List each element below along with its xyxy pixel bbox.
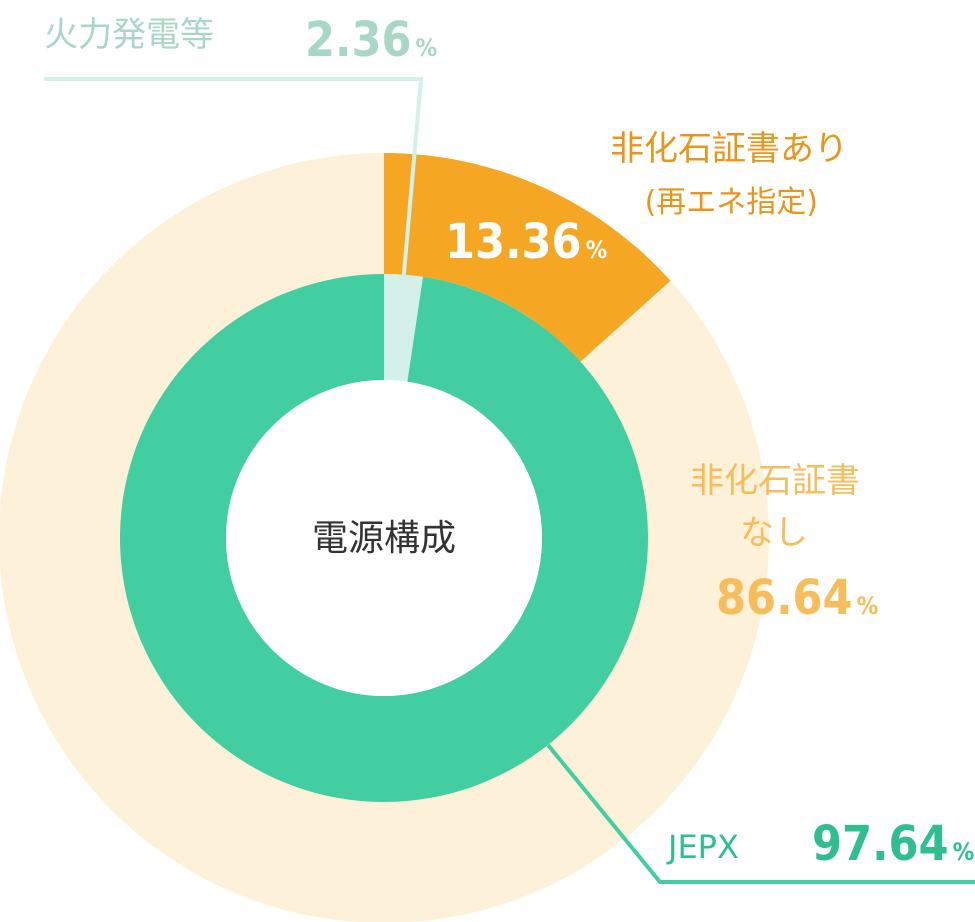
cert-no-value-unit: %	[857, 592, 879, 620]
jepx-value-number: 97.64	[812, 816, 949, 872]
cert-no-label: 非化石証書	[690, 461, 860, 501]
jepx-value: 97.64%	[812, 816, 974, 872]
cert-yes-sublabel: (再エネ指定)	[645, 185, 818, 220]
jepx-value-unit: %	[953, 838, 975, 866]
center-label: 電源構成	[312, 518, 456, 559]
outer-ring	[0, 153, 769, 922]
cert-no-sublabel: なし	[740, 513, 808, 553]
thermal-label: 火力発電等	[44, 15, 214, 55]
cert-yes-value: 13.36%	[445, 214, 607, 270]
donut-hole	[226, 380, 542, 696]
inner-slice-0	[384, 274, 424, 382]
thermal-value-unit: %	[416, 34, 438, 62]
outer-slice-1	[0, 153, 769, 922]
leader-line-jepx	[546, 743, 975, 884]
jepx-label: JEPX	[666, 828, 739, 866]
thermal-value-number: 2.36	[305, 12, 412, 68]
cert-yes-value-number: 13.36	[445, 214, 582, 270]
cert-yes-value-unit: %	[586, 236, 608, 264]
inner-ring	[120, 274, 648, 802]
thermal-value: 2.36%	[305, 12, 437, 68]
cert-no-value: 86.64%	[716, 570, 878, 626]
cert-yes-label: 非化石証書あり	[610, 129, 848, 169]
leader-line-thermal	[44, 77, 424, 295]
outer-slice-0	[384, 153, 671, 362]
inner-slice-1	[120, 274, 648, 802]
cert-no-value-number: 86.64	[716, 570, 853, 626]
